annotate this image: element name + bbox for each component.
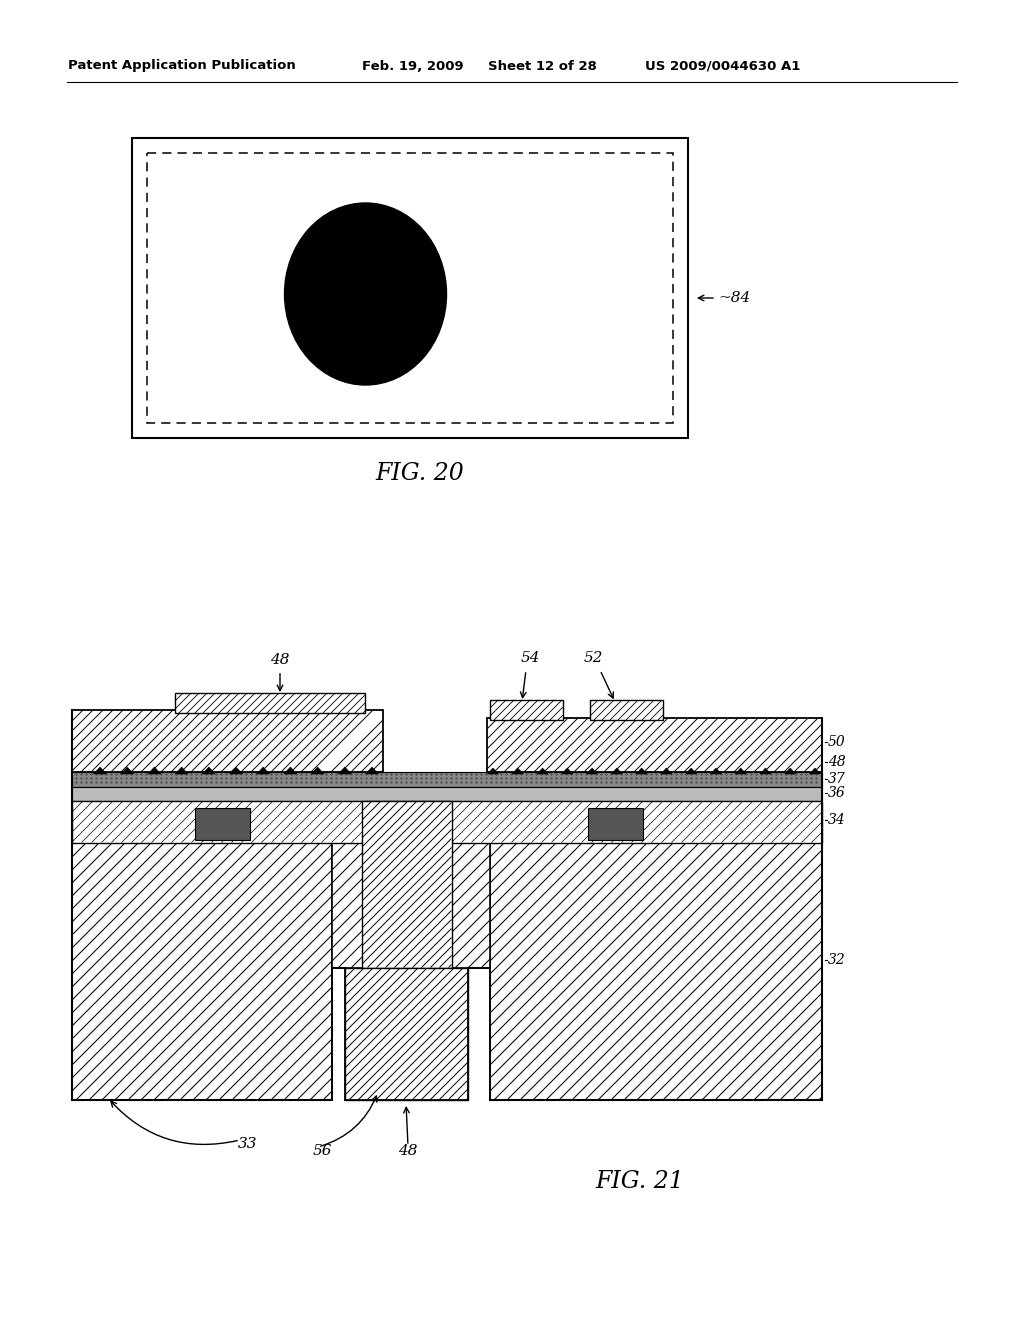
Text: Sheet 12 of 28: Sheet 12 of 28 (488, 59, 597, 73)
Bar (487, 718, 822, 772)
Text: 54: 54 (520, 651, 540, 665)
Text: 37: 37 (828, 772, 846, 785)
Bar (72, 843, 332, 1100)
Polygon shape (711, 768, 722, 774)
Text: FIG. 20: FIG. 20 (376, 462, 464, 486)
Polygon shape (512, 768, 523, 774)
Polygon shape (562, 768, 572, 774)
Polygon shape (735, 768, 746, 774)
Polygon shape (366, 767, 379, 774)
Text: 34: 34 (828, 813, 846, 828)
Polygon shape (760, 768, 771, 774)
Bar (175, 693, 365, 713)
Text: 48: 48 (828, 755, 846, 770)
Text: Feb. 19, 2009: Feb. 19, 2009 (362, 59, 464, 73)
Text: 50: 50 (828, 735, 846, 748)
Polygon shape (311, 767, 325, 774)
Polygon shape (203, 767, 215, 774)
Bar (72, 710, 383, 772)
Bar (362, 801, 452, 968)
Bar (590, 700, 663, 719)
Polygon shape (810, 768, 820, 774)
Polygon shape (121, 767, 134, 774)
Polygon shape (487, 768, 499, 774)
Text: 33: 33 (239, 1137, 258, 1151)
Polygon shape (686, 768, 696, 774)
Text: ~84: ~84 (718, 290, 751, 305)
Ellipse shape (285, 203, 446, 385)
Bar (490, 700, 563, 719)
Text: 52: 52 (584, 651, 603, 665)
Bar (588, 808, 643, 840)
Text: 48: 48 (270, 653, 290, 667)
Text: 36: 36 (828, 785, 846, 800)
Bar (72, 801, 822, 843)
Text: FIG. 21: FIG. 21 (596, 1171, 684, 1193)
Polygon shape (147, 767, 161, 774)
Polygon shape (537, 768, 548, 774)
Polygon shape (257, 767, 269, 774)
Bar (72, 772, 822, 787)
Bar (147, 153, 673, 422)
Polygon shape (784, 768, 796, 774)
Bar (490, 843, 822, 1100)
Bar (332, 843, 490, 968)
Polygon shape (587, 768, 598, 774)
Text: US 2009/0044630 A1: US 2009/0044630 A1 (645, 59, 801, 73)
Polygon shape (229, 767, 243, 774)
Polygon shape (611, 768, 623, 774)
Polygon shape (175, 767, 188, 774)
Text: 56: 56 (312, 1144, 332, 1158)
Text: Patent Application Publication: Patent Application Publication (68, 59, 296, 73)
Bar (195, 808, 250, 840)
Polygon shape (660, 768, 672, 774)
Polygon shape (338, 767, 351, 774)
Text: 48: 48 (398, 1144, 418, 1158)
Polygon shape (636, 768, 647, 774)
Bar (72, 787, 822, 801)
Text: 32: 32 (828, 953, 846, 968)
Bar (132, 139, 688, 438)
Polygon shape (284, 767, 297, 774)
Polygon shape (93, 767, 106, 774)
Bar (345, 968, 468, 1100)
